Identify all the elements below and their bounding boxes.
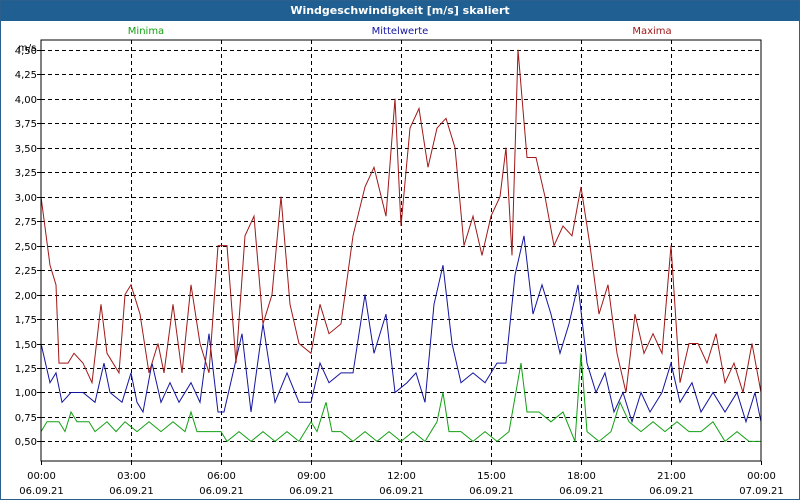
x-tick-time-label: 18:00 xyxy=(567,471,596,482)
minima-line xyxy=(40,353,761,443)
y-tick-label: 0,75 xyxy=(15,413,37,424)
y-tick-label: 4,25 xyxy=(15,70,37,81)
y-tick-label: 2,25 xyxy=(15,266,37,277)
y-tick-label: 1,75 xyxy=(15,315,37,326)
legend-minima: Minima xyxy=(128,26,164,37)
y-tick-label: 1,00 xyxy=(15,388,37,399)
y-tick-label: 2,75 xyxy=(15,217,37,228)
x-tick-time-label: 12:00 xyxy=(387,471,416,482)
y-tick-label: 0,50 xyxy=(15,437,37,448)
x-tick-date-label: 06.09.21 xyxy=(469,486,514,497)
x-tick-time-label: 03:00 xyxy=(117,471,146,482)
x-tick-date-label: 06.09.21 xyxy=(109,486,154,497)
y-tick-label: 4,50 xyxy=(15,46,37,57)
legend-mittelwerte: Mittelwerte xyxy=(372,26,429,37)
y-tick-label: 3,25 xyxy=(15,168,37,179)
x-tick-date-label: 06.09.21 xyxy=(649,486,694,497)
x-tick-date-label: 06.09.21 xyxy=(199,486,244,497)
x-tick-time-label: 06:00 xyxy=(207,471,236,482)
chart-title: Windgeschwindigkeit [m/s] skaliert xyxy=(1,1,799,21)
x-tick-date-label: 07.09.21 xyxy=(739,486,784,497)
y-tick-label: 3,75 xyxy=(15,119,37,130)
x-tick-date-label: 06.09.21 xyxy=(19,486,64,497)
y-tick-label: 1,50 xyxy=(15,340,37,351)
x-tick-time-label: 09:00 xyxy=(297,471,326,482)
x-tick-date-label: 06.09.21 xyxy=(289,486,334,497)
y-tick-label: 1,25 xyxy=(15,364,37,375)
y-tick-label: 3,00 xyxy=(15,193,37,204)
x-tick-time-label: 15:00 xyxy=(477,471,506,482)
x-tick-time-label: 21:00 xyxy=(657,471,686,482)
y-axis-unit-label: m/s xyxy=(18,43,36,54)
x-tick-date-label: 06.09.21 xyxy=(379,486,424,497)
maxima-line xyxy=(40,49,762,393)
y-tick-label: 2,00 xyxy=(15,291,37,302)
x-tick-time-label: 00:00 xyxy=(27,471,56,482)
mittelwerte-line xyxy=(40,235,762,424)
y-tick-label: 2,50 xyxy=(15,242,37,253)
y-tick-label: 3,50 xyxy=(15,144,37,155)
y-tick-label: 4,00 xyxy=(15,95,37,106)
x-tick-date-label: 06.09.21 xyxy=(559,486,604,497)
legend-maxima: Maxima xyxy=(632,26,671,37)
x-tick-time-label: 00:00 xyxy=(747,471,776,482)
